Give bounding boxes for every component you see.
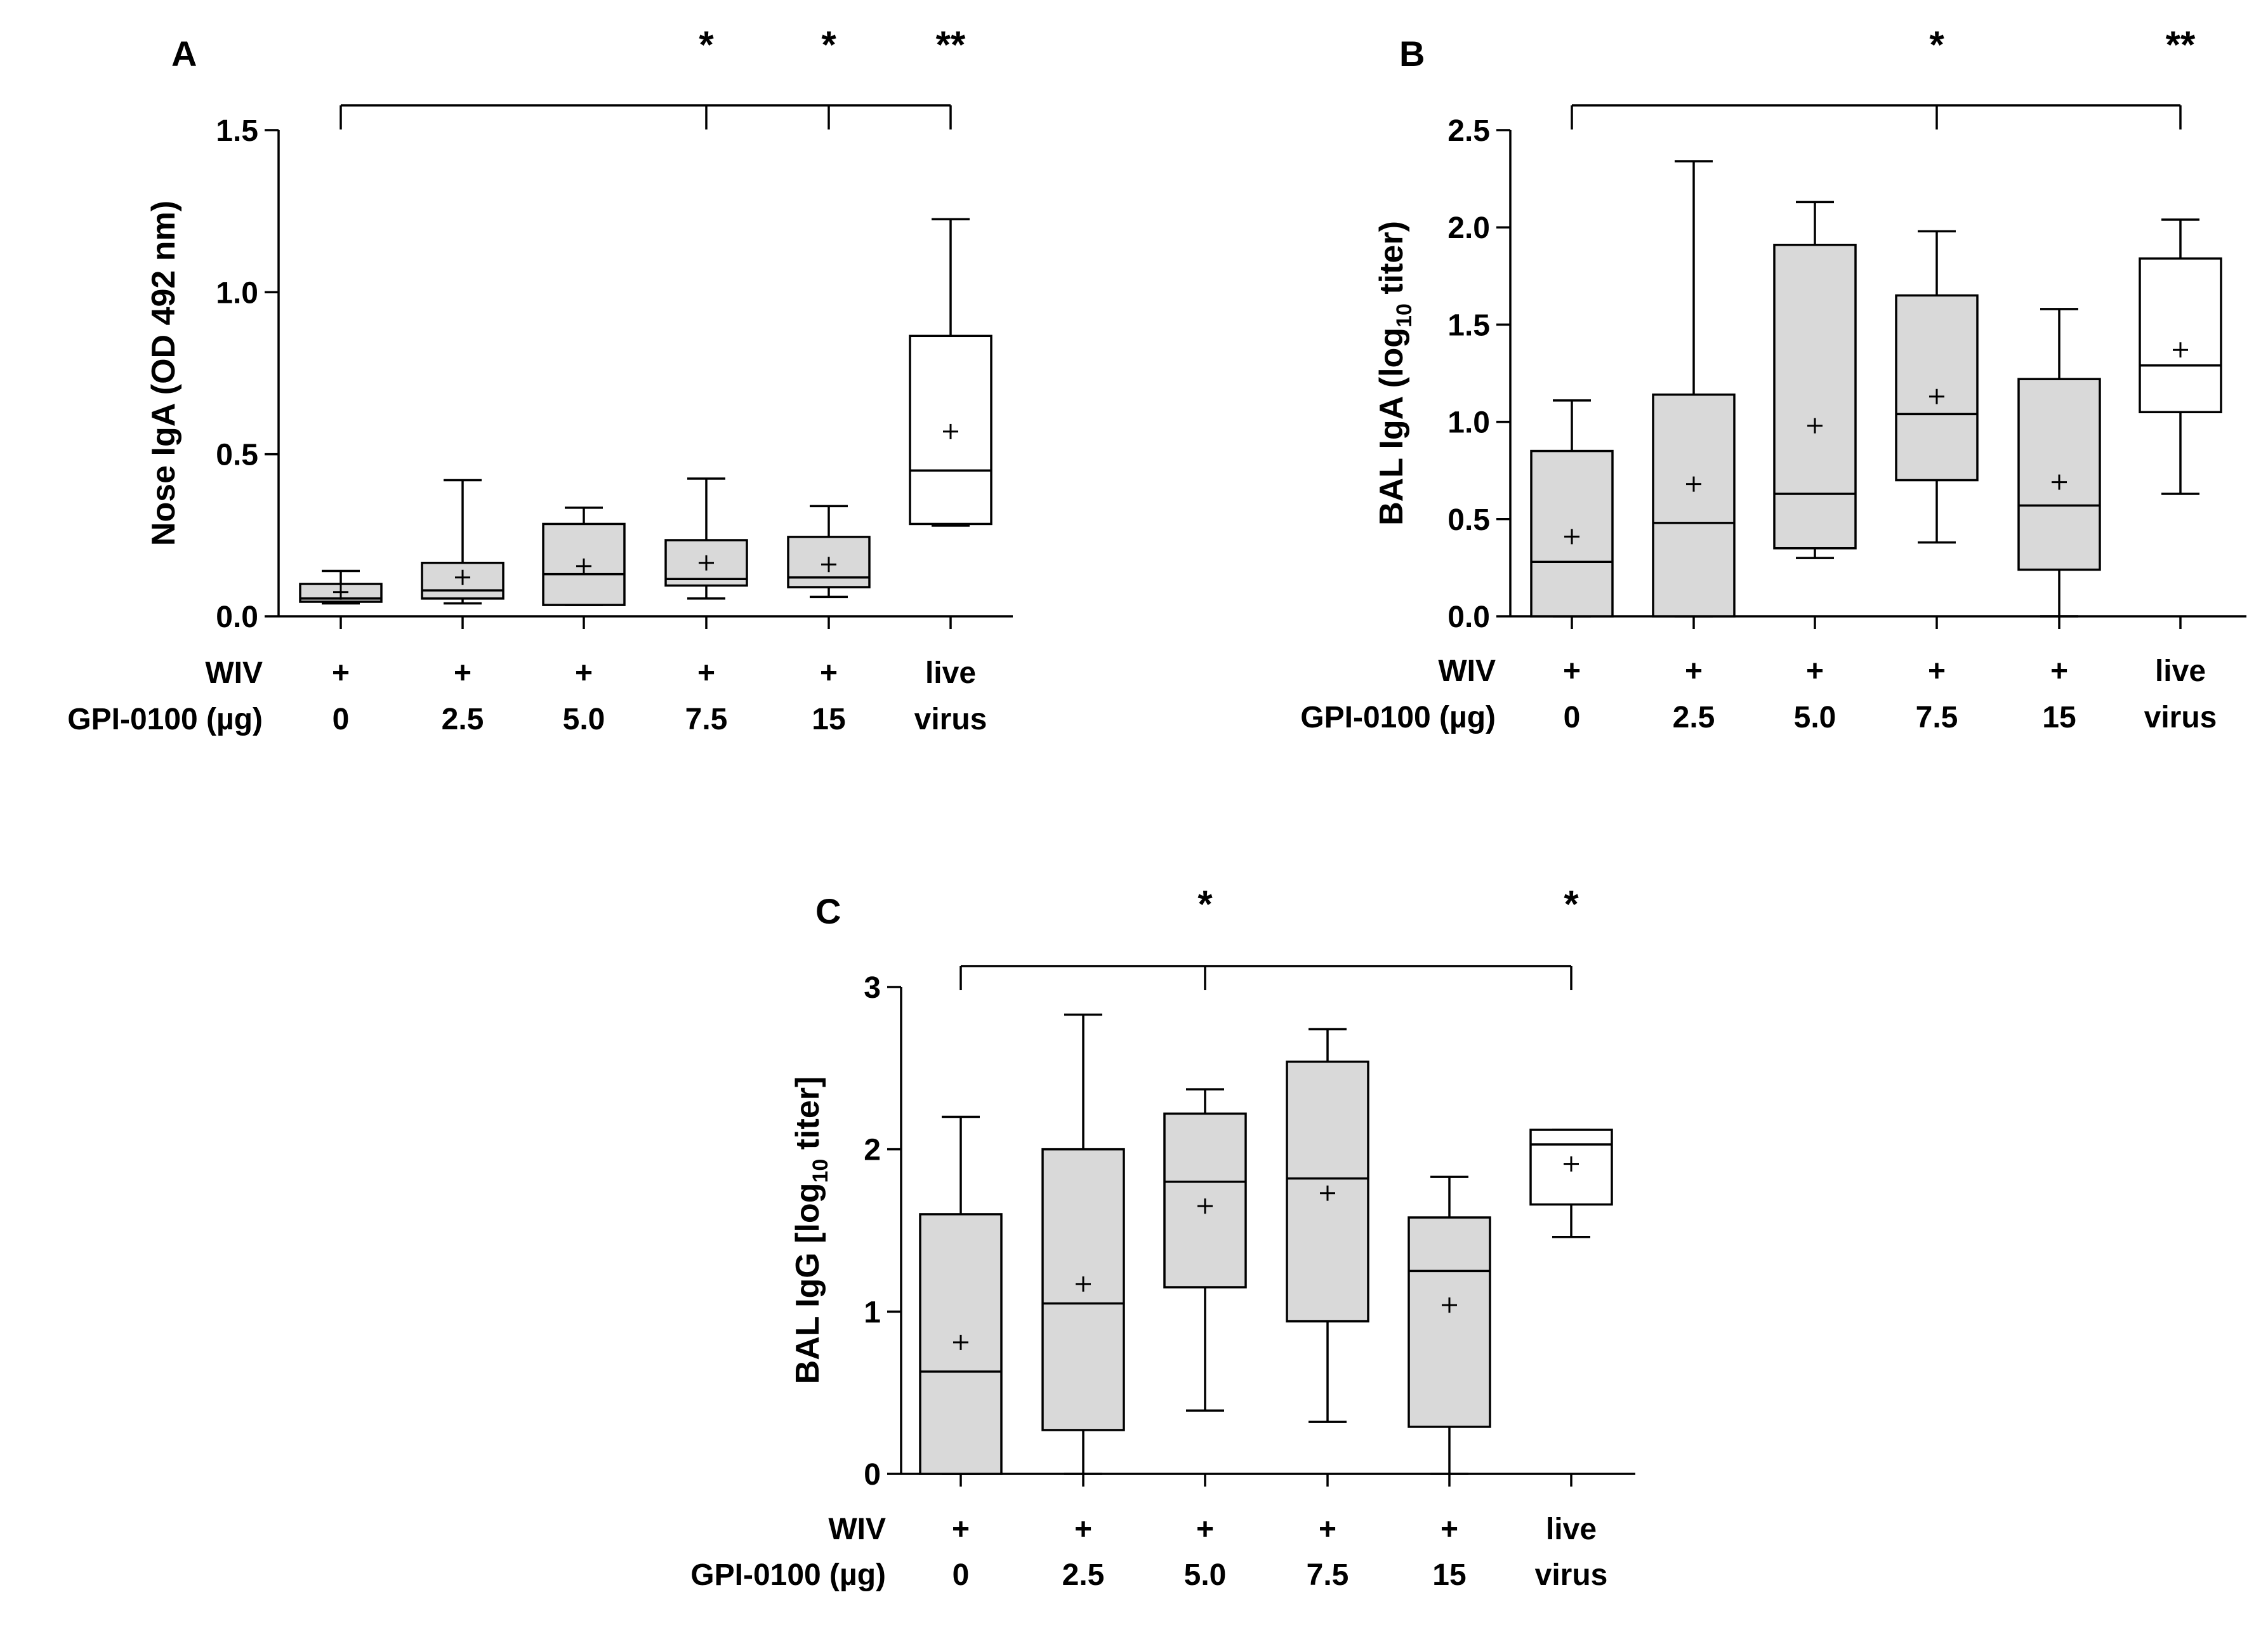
y-tick-label: 1.0 (1447, 406, 1490, 440)
box-15 (787, 505, 871, 629)
row-label-dose: GPI-0100 (µg) (690, 1558, 886, 1592)
wiv-label: + (1563, 654, 1581, 688)
wiv-label: + (1196, 1513, 1214, 1546)
dose-label: 0 (953, 1558, 970, 1592)
wiv-label: + (1441, 1513, 1458, 1546)
wiv-label: + (952, 1513, 970, 1546)
box-iqr (1773, 244, 1857, 550)
panel-a: A 0.0 0.5 1.0 1.5 Nose IgA (OD 492 nm) +0 +2.5 +… (67, 23, 1013, 736)
y-tick-label: 0.5 (1447, 503, 1490, 537)
row-label-dose: GPI-0100 (µg) (1300, 701, 1496, 734)
significance-star: * (1929, 23, 1944, 66)
dose-label: 15 (1432, 1558, 1466, 1592)
box-5_0 (1163, 1088, 1247, 1487)
row-label-wiv: WIV (205, 656, 263, 690)
dose-label: virus (1535, 1558, 1608, 1592)
significance-star: * (1564, 883, 1579, 925)
dose-label: 7.5 (1307, 1558, 1349, 1592)
wiv-label: live (925, 656, 976, 690)
wiv-label: + (332, 656, 350, 690)
dose-label: 7.5 (1916, 701, 1958, 734)
y-tick-label: 1.5 (216, 114, 258, 148)
box-iqr (1408, 1216, 1491, 1428)
dose-label: 0 (1564, 701, 1581, 734)
dose-label: virus (914, 703, 987, 736)
wiv-label: + (820, 656, 838, 690)
wiv-label: + (575, 656, 593, 690)
box-7_5 (1286, 1028, 1369, 1487)
box-5_0 (1773, 201, 1857, 629)
wiv-label: + (1806, 654, 1824, 688)
significance-star: * (1197, 883, 1213, 925)
y-axis-title: Nose IgA (OD 492 nm) (145, 201, 182, 546)
wiv-label: + (1074, 1513, 1092, 1546)
dose-label: 5.0 (1794, 701, 1836, 734)
row-label-dose: GPI-0100 (µg) (67, 703, 263, 736)
box-2_5 (1652, 160, 1736, 629)
row-label-wiv: WIV (1438, 654, 1496, 688)
panel-label: A (171, 34, 197, 74)
y-tick-label: 3 (864, 971, 881, 1005)
y-tick-label: 2.5 (1447, 114, 1490, 148)
y-tick-label: 0.0 (1447, 600, 1490, 634)
y-tick-label: 2 (864, 1134, 881, 1167)
y-axis-title: BAL IgG [log10 titer] (789, 1077, 833, 1384)
box-15 (1408, 1176, 1491, 1487)
panel-c: C 0 1 2 3 BAL IgG [log10 titer] +0 +2.5 +5.0 +7.5… (690, 883, 1635, 1592)
dose-label: 0 (333, 703, 350, 736)
dose-label: 2.5 (442, 703, 484, 736)
panel-b: B 0.0 0.5 1.0 1.5 2.0 2.5 BAL IgA (log10 titer)… (1300, 23, 2246, 734)
y-tick-label: 0 (864, 1458, 881, 1492)
significance-star: ** (936, 23, 966, 66)
box-2_5 (1041, 1013, 1125, 1487)
y-tick-label: 1.0 (216, 276, 258, 310)
significance-star: ** (2166, 23, 2196, 66)
wiv-label: + (1685, 654, 1703, 688)
y-tick-label: 1 (864, 1296, 881, 1329)
box-iqr (1895, 294, 1979, 482)
significance-star: * (821, 23, 836, 66)
y-tick-label: 2.0 (1447, 211, 1490, 245)
box-2_5 (421, 479, 504, 629)
box-iqr (2139, 257, 2222, 414)
panel-label: C (815, 891, 841, 931)
dose-label: 5.0 (563, 703, 605, 736)
wiv-label: + (1319, 1513, 1336, 1546)
box-virus (2139, 218, 2222, 629)
box-0 (1530, 399, 1614, 629)
dose-label: 7.5 (685, 703, 728, 736)
box-virus (1529, 1129, 1613, 1487)
y-tick-label: 1.5 (1447, 308, 1490, 342)
wiv-label: + (2050, 654, 2068, 688)
box-15 (2017, 308, 2101, 629)
box-virus (909, 218, 992, 629)
box-7_5 (1895, 230, 1979, 629)
y-tick-label: 0.5 (216, 439, 258, 472)
dose-label: 2.5 (1673, 701, 1715, 734)
y-tick-label: 0.0 (216, 600, 258, 634)
wiv-label: + (1928, 654, 1946, 688)
dose-label: 2.5 (1062, 1558, 1105, 1592)
row-label-wiv: WIV (828, 1513, 886, 1546)
box-7_5 (664, 477, 748, 629)
dose-label: 5.0 (1184, 1558, 1227, 1592)
box-iqr (1652, 393, 1736, 618)
wiv-label: live (1546, 1513, 1597, 1546)
dose-label: 15 (812, 703, 845, 736)
dose-label: 15 (2042, 701, 2076, 734)
wiv-label: + (697, 656, 715, 690)
box-5_0 (542, 507, 626, 629)
box-0 (299, 569, 383, 629)
panel-label: B (1399, 34, 1425, 74)
box-iqr (2017, 378, 2101, 571)
y-axis-title: BAL IgA (log10 titer) (1373, 221, 1416, 526)
wiv-label: live (2155, 654, 2206, 688)
box-0 (919, 1115, 1003, 1487)
wiv-label: + (454, 656, 471, 690)
dose-label: virus (2144, 701, 2217, 734)
significance-star: * (699, 23, 714, 66)
